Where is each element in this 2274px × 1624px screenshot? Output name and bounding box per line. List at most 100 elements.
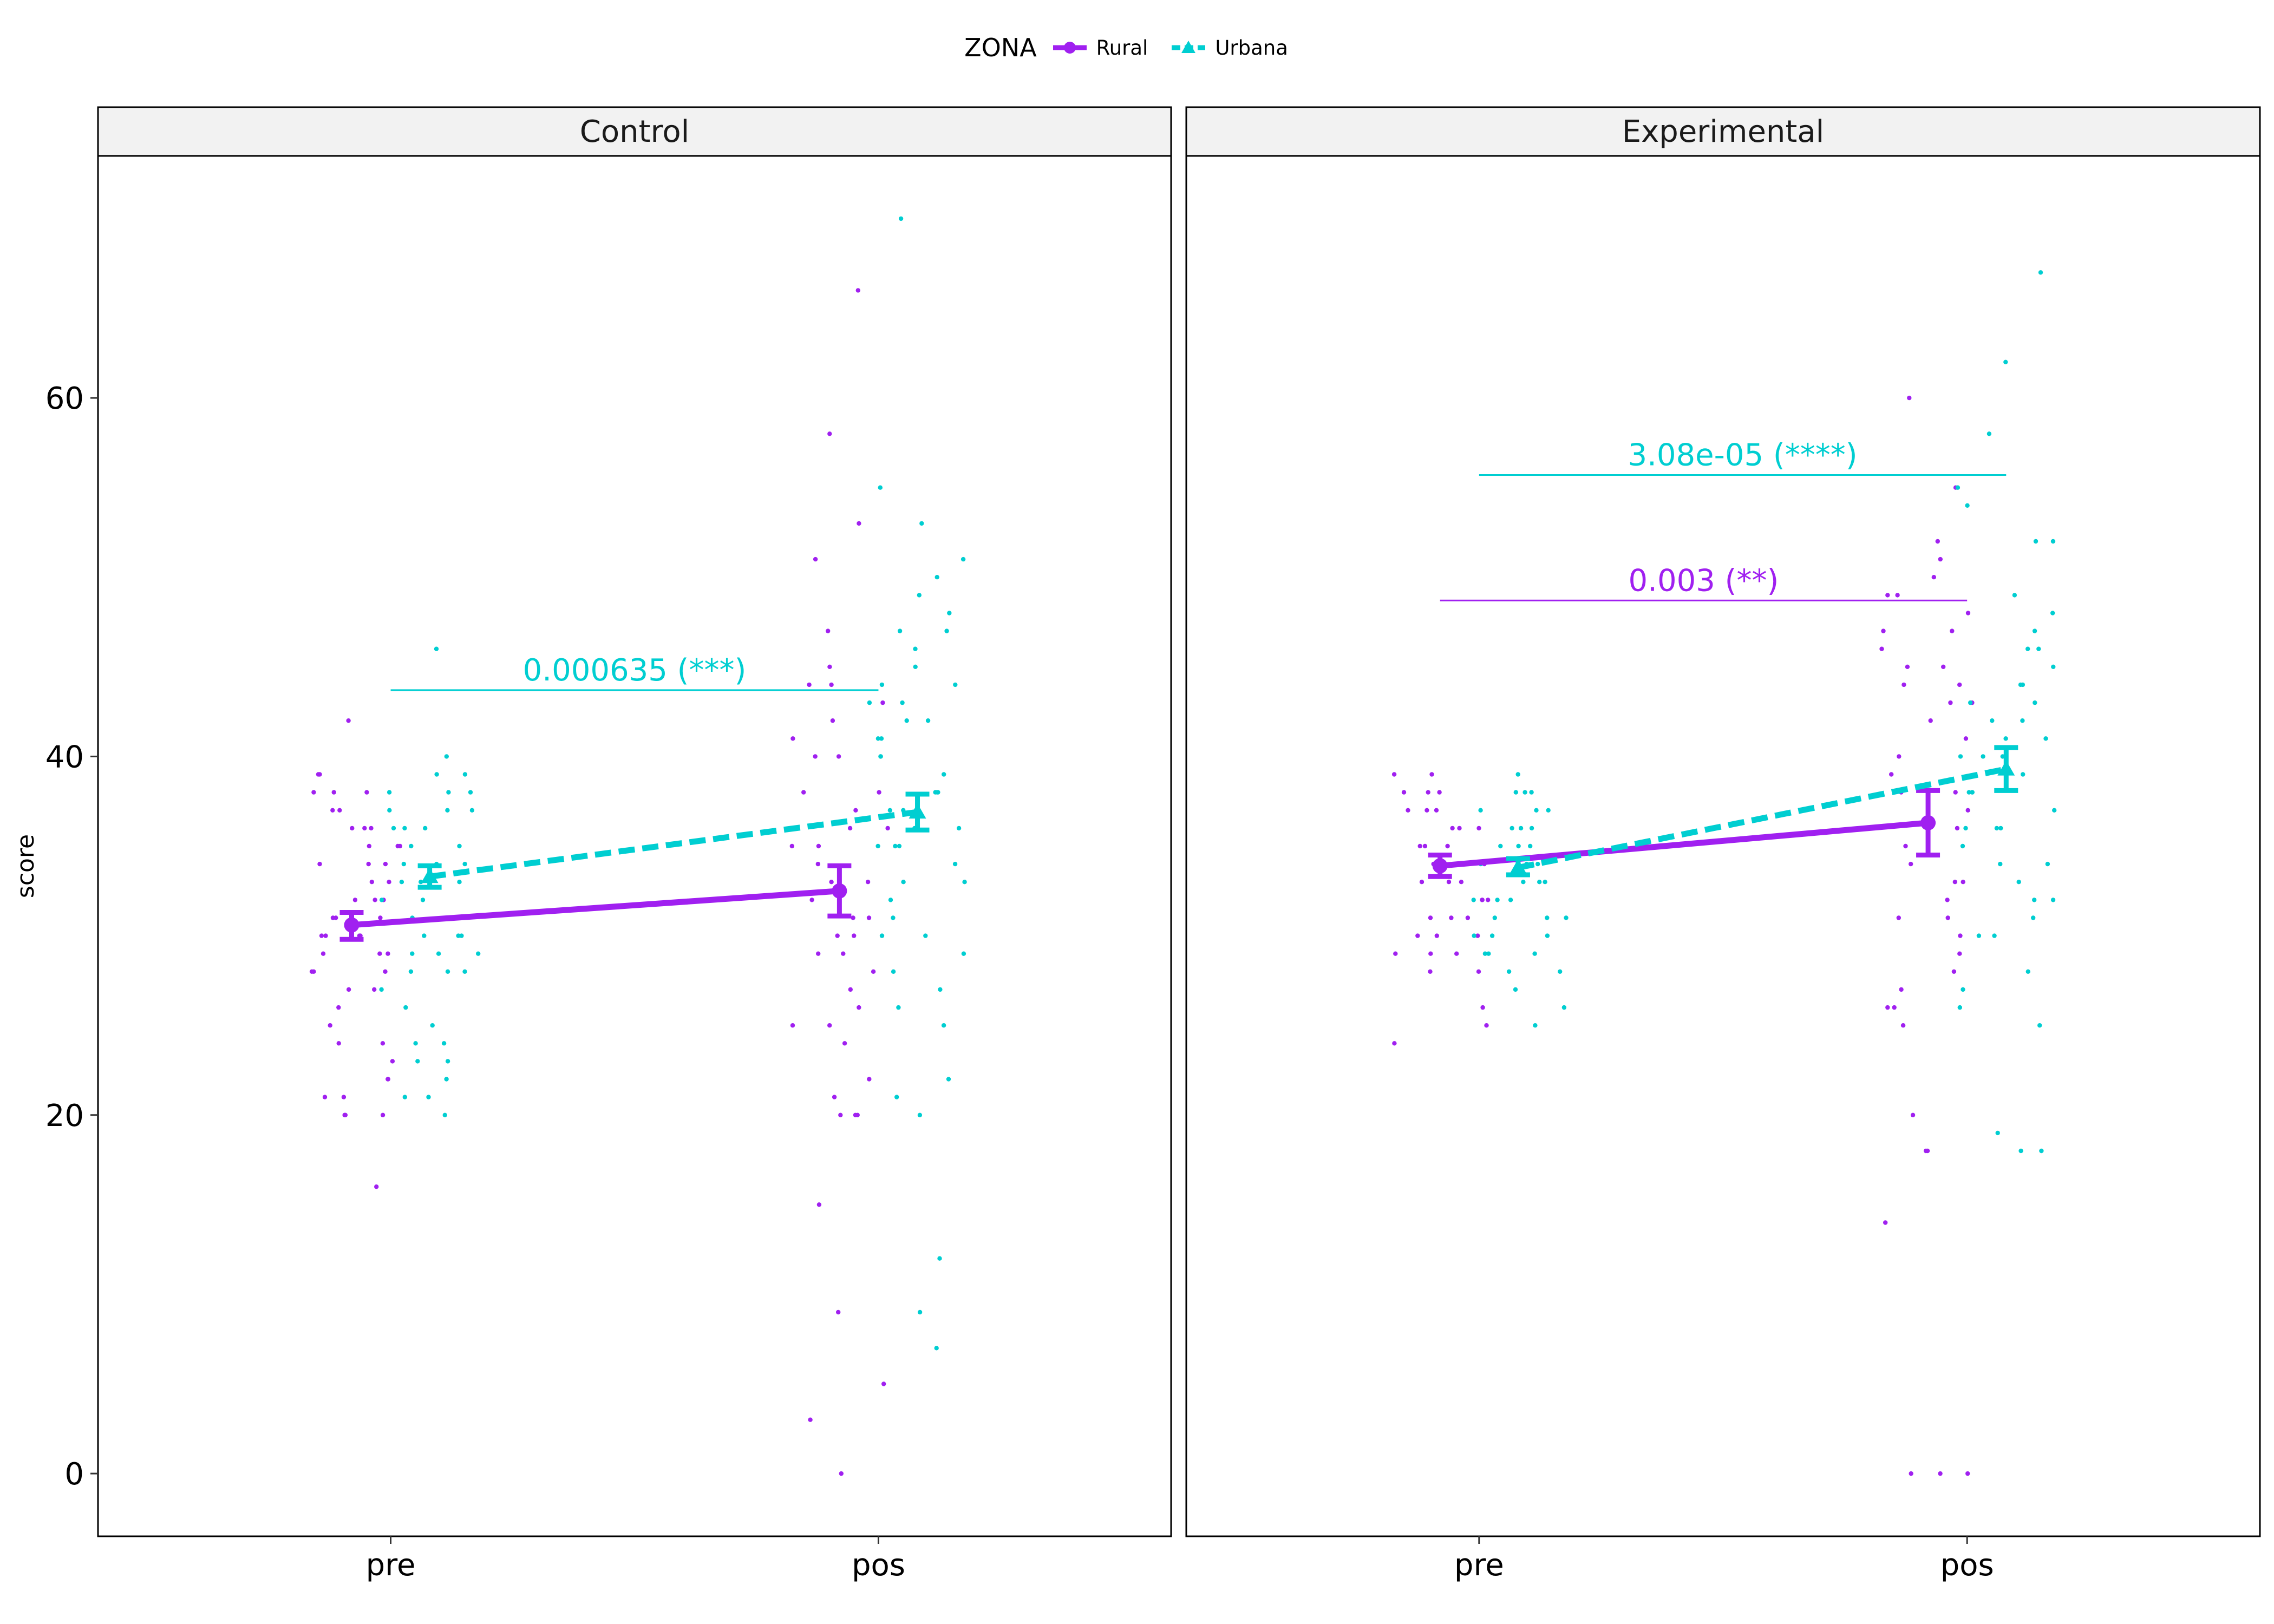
data-point-urbana: [900, 700, 905, 705]
data-point-urbana: [1543, 880, 1547, 885]
data-point-rural: [1896, 915, 1901, 920]
data-point-rural: [1392, 1041, 1397, 1046]
data-point-urbana: [1564, 915, 1569, 920]
y-tick-label: 60: [45, 381, 84, 416]
data-point-urbana: [962, 880, 967, 885]
data-point-rural: [1938, 1471, 1943, 1476]
data-point-urbana: [878, 754, 883, 759]
data-point-rural: [838, 1112, 843, 1117]
data-point-rural: [350, 826, 355, 831]
data-point-urbana: [379, 987, 384, 992]
data-point-urbana: [879, 736, 884, 741]
data-point-rural: [346, 987, 351, 992]
data-point-rural: [855, 1112, 860, 1117]
data-point-rural: [1476, 826, 1481, 831]
p-value-label: 0.003 (**): [1629, 563, 1779, 598]
data-point-rural: [1881, 628, 1886, 633]
data-point-rural: [847, 826, 853, 831]
data-point-rural: [1905, 664, 1910, 670]
data-point-rural: [1454, 951, 1459, 956]
data-point-urbana: [887, 808, 893, 813]
data-point-urbana: [1545, 915, 1550, 920]
data-point-urbana: [441, 1041, 447, 1046]
data-point-urbana: [2051, 664, 2056, 670]
data-point-urbana: [409, 843, 414, 849]
y-tick-label: 0: [64, 1457, 84, 1492]
data-point-rural: [369, 880, 374, 885]
data-point-urbana: [2050, 539, 2056, 544]
data-point-urbana: [462, 861, 467, 867]
data-point-rural: [865, 880, 871, 885]
data-point-rural: [1459, 880, 1464, 885]
data-point-urbana: [2018, 1148, 2023, 1154]
data-point-urbana: [1561, 1005, 1567, 1010]
data-point-rural: [827, 664, 832, 670]
data-point-rural: [1419, 880, 1424, 885]
data-point-rural: [341, 1095, 347, 1099]
legend-item-rural: Rural: [1051, 36, 1148, 60]
data-point-urbana: [1558, 969, 1563, 974]
data-point-rural: [790, 1023, 795, 1028]
data-point-urbana: [2016, 880, 2021, 885]
data-point-rural: [1961, 880, 1965, 885]
data-point-rural: [1391, 772, 1397, 777]
data-point-rural: [383, 969, 388, 974]
data-point-rural: [1885, 1005, 1890, 1010]
data-point-urbana: [1966, 790, 1971, 795]
panel-border: [1185, 155, 2261, 1537]
data-point-rural: [369, 826, 374, 831]
data-point-rural: [1393, 951, 1398, 956]
data-point-urbana: [2036, 646, 2041, 651]
data-point-urbana: [1516, 843, 1521, 849]
data-point-urbana: [2021, 772, 2025, 777]
data-point-urbana: [942, 772, 946, 777]
data-point-urbana: [1532, 951, 1537, 956]
data-point-urbana: [434, 772, 439, 777]
triangle-marker-icon: [1172, 41, 1206, 53]
data-point-rural: [815, 861, 821, 867]
data-point-rural: [1965, 1471, 1970, 1476]
data-point-urbana: [944, 628, 949, 633]
data-point-urbana: [1987, 431, 1992, 436]
data-point-rural: [330, 808, 335, 813]
data-point-urbana: [879, 682, 885, 687]
data-point-urbana: [933, 790, 938, 795]
data-point-urbana: [2012, 593, 2017, 598]
data-point-rural: [1428, 915, 1433, 920]
data-point-urbana: [402, 826, 407, 831]
data-point-rural: [1963, 736, 1969, 741]
data-point-rural: [1950, 628, 1955, 633]
data-point-rural: [881, 1381, 886, 1386]
circle-marker-icon: [1053, 42, 1087, 54]
data-point-urbana: [2033, 539, 2038, 544]
data-point-rural: [1901, 682, 1906, 687]
data-point-urbana: [2020, 682, 2025, 687]
data-point-urbana: [925, 718, 931, 723]
data-point-rural: [1910, 1112, 1916, 1117]
mean-line-urbana: [1517, 766, 2007, 871]
data-point-rural: [372, 987, 377, 992]
data-point-rural: [1424, 808, 1429, 813]
data-point-rural: [1895, 593, 1900, 598]
data-point-urbana: [444, 1077, 449, 1082]
data-point-urbana: [1522, 790, 1527, 795]
data-point-urbana: [917, 1112, 923, 1117]
data-point-urbana: [1994, 826, 1999, 831]
data-point-urbana: [2003, 736, 2008, 741]
data-point-rural: [1909, 1471, 1913, 1476]
data-point-urbana: [387, 790, 392, 795]
data-point-rural: [1907, 395, 1912, 401]
panel-control: Control 0.000635 (***) pre pos: [97, 106, 1172, 1583]
p-value-label: 3.08e-05 (****): [1628, 437, 1857, 473]
data-point-rural: [1401, 790, 1407, 795]
data-point-rural: [1450, 826, 1455, 831]
legend-label-urbana: Urbana: [1215, 36, 1288, 60]
facet-strip-label: Experimental: [1622, 114, 1824, 149]
data-point-rural: [319, 933, 324, 938]
data-point-urbana: [457, 880, 462, 885]
data-point-urbana: [1471, 898, 1476, 902]
data-point-rural: [813, 754, 818, 759]
data-point-rural: [1437, 790, 1442, 795]
data-point-urbana: [420, 898, 426, 902]
